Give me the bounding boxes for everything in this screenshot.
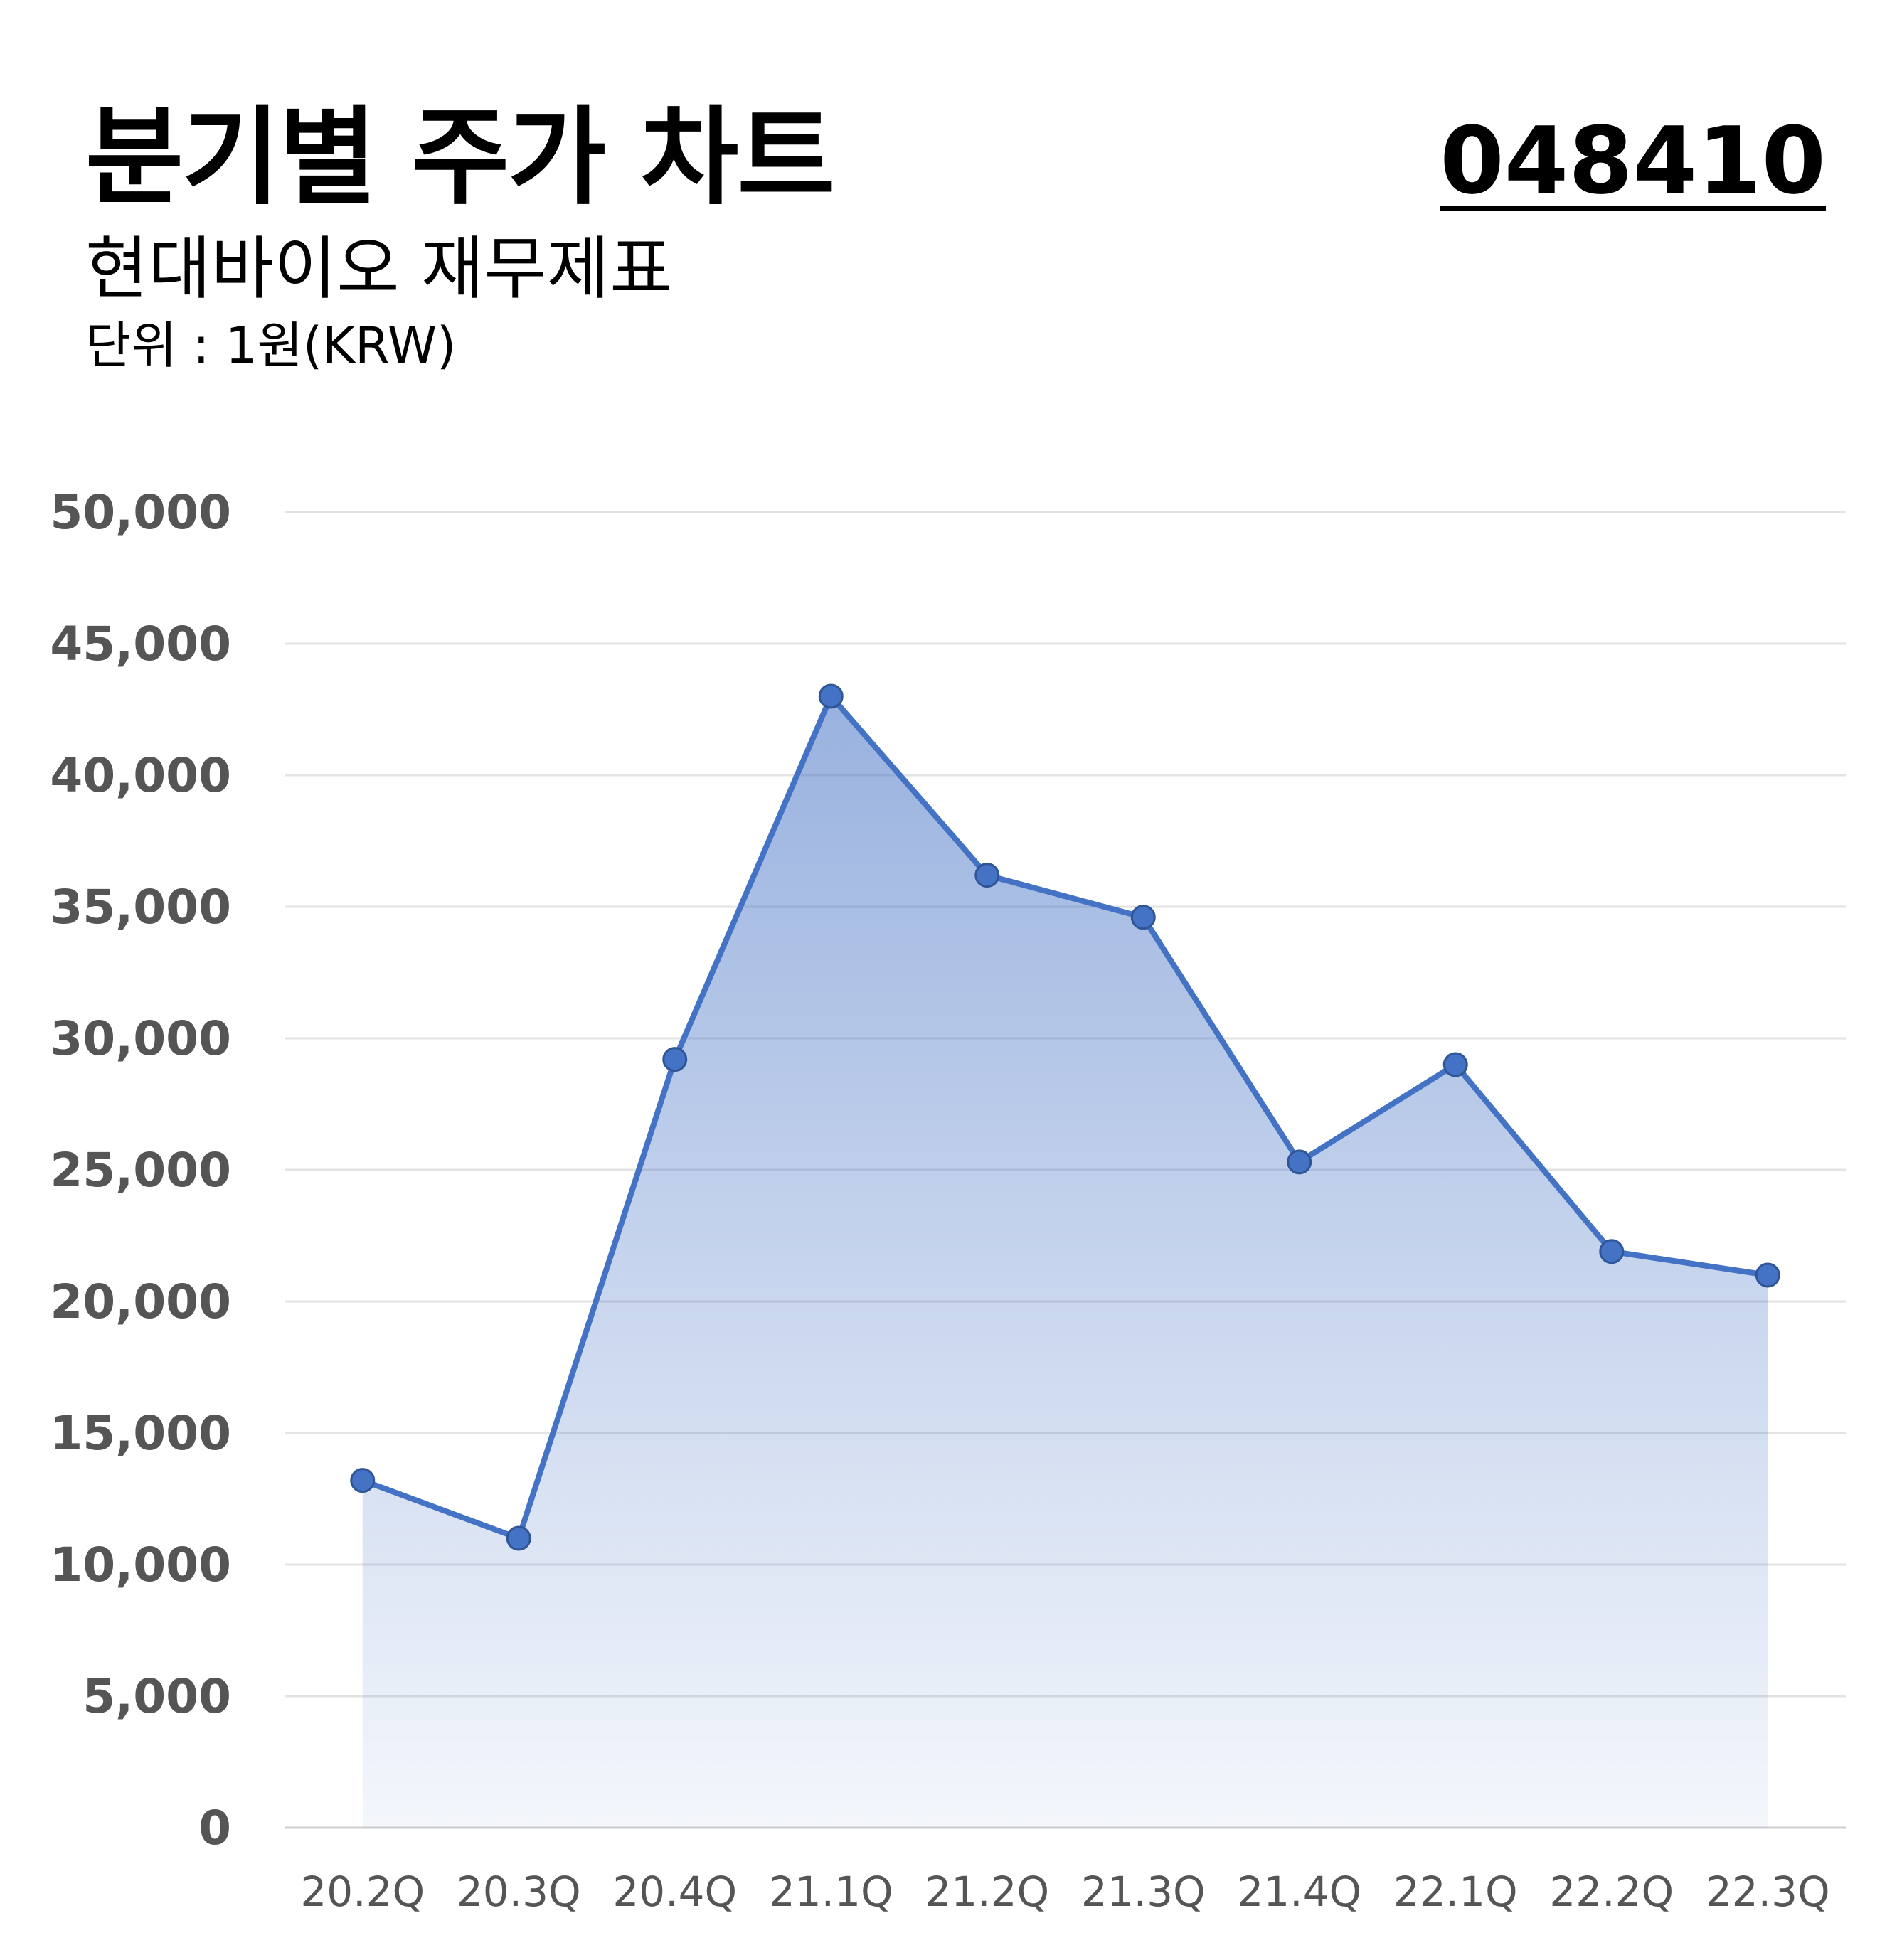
y-tick-label: 25,000: [50, 1143, 231, 1198]
x-tick-label: 20.4Q: [612, 1868, 737, 1916]
data-point: [1755, 1262, 1780, 1288]
y-tick-label: 20,000: [50, 1274, 231, 1329]
chart-title: 분기별 주가 차트: [85, 96, 835, 220]
x-axis: 20.2Q 20.3Q 20.4Q 21.1Q 21.2Q 21.3Q 21.4Q 22.1Q…: [300, 1868, 1829, 1916]
data-point: [1130, 905, 1156, 930]
y-tick-label: 10,000: [50, 1538, 231, 1592]
data-point: [818, 683, 844, 709]
unit-label: 단위 : 1원(KRW): [85, 316, 457, 375]
data-point: [350, 1468, 376, 1493]
x-tick-label: 22.1Q: [1393, 1868, 1518, 1916]
series-line: [359, 693, 1771, 1541]
data-point: [974, 863, 1000, 888]
x-tick-label: 21.1Q: [769, 1868, 893, 1916]
data-point: [1287, 1149, 1312, 1175]
y-tick-label: 0: [198, 1801, 231, 1855]
area-fill: [362, 696, 1768, 1828]
y-tick-label: 40,000: [50, 748, 231, 803]
x-tick-label: 21.3Q: [1081, 1868, 1206, 1916]
y-tick-label: 50,000: [50, 485, 231, 540]
chart-subtitle: 현대바이오 재무제표: [85, 229, 673, 309]
data-points: [350, 683, 1780, 1551]
y-tick-label: 15,000: [50, 1406, 231, 1461]
y-tick-label: 35,000: [50, 880, 231, 934]
y-axis: 0 5,000 10,000 15,000 20,000 25,000 30,000 35,0…: [50, 485, 231, 1855]
x-tick-label: 20.2Q: [300, 1868, 425, 1916]
data-point: [506, 1525, 531, 1551]
y-tick-label: 45,000: [50, 617, 231, 671]
x-tick-label: 22.3Q: [1706, 1868, 1830, 1916]
data-point: [1442, 1052, 1468, 1077]
x-tick-label: 21.4Q: [1237, 1868, 1361, 1916]
x-tick-label: 22.2Q: [1549, 1868, 1674, 1916]
y-tick-label: 30,000: [50, 1011, 231, 1066]
y-tick-label: 5,000: [83, 1669, 231, 1724]
stock-code: 048410: [1440, 107, 1826, 215]
data-point: [1599, 1239, 1625, 1264]
area-fill-shape: [362, 696, 1768, 1828]
series-polyline: [359, 693, 1771, 1541]
x-tick-label: 21.2Q: [925, 1868, 1049, 1916]
x-tick-label: 20.3Q: [457, 1868, 581, 1916]
data-point: [662, 1047, 688, 1072]
